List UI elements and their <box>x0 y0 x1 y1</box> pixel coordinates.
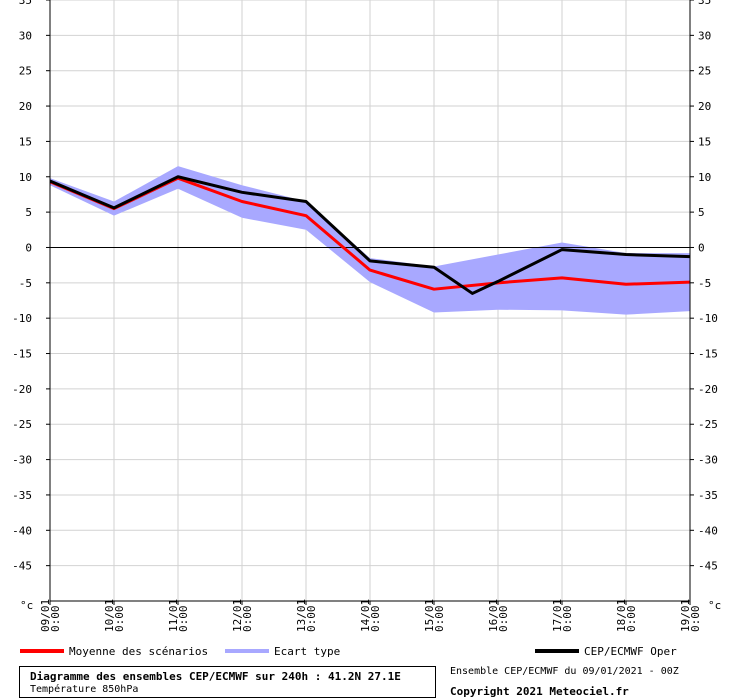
y-tick-label-left: -25 <box>12 418 32 431</box>
std-dev-band <box>50 166 690 315</box>
x-time-label: 0:00 <box>625 606 638 633</box>
legend: Moyenne des scénarios Ecart type CEP/ECMWF… <box>20 645 677 658</box>
y-tick-label-left: 35 <box>19 0 32 7</box>
x-time-label: 0:00 <box>497 606 510 633</box>
ensemble-info: Ensemble CEP/ECMWF du 09/01/2021 - 00Z <box>450 666 679 677</box>
y-unit-label-left: °c <box>20 599 33 612</box>
y-tick-label-right: -35 <box>698 489 718 502</box>
y-tick-label-right: -20 <box>698 383 718 396</box>
x-date-label: 09/01 <box>39 599 52 632</box>
y-tick-label-left: -20 <box>12 383 32 396</box>
y-tick-label-left: 30 <box>19 29 32 42</box>
y-tick-label-right: -15 <box>698 348 718 361</box>
y-tick-label-right: 15 <box>698 135 711 148</box>
y-tick-label-left: 5 <box>25 206 32 219</box>
axes: °c °c <box>20 0 721 612</box>
legend-oper-label: CEP/ECMWF Oper <box>584 645 677 658</box>
y-tick-label-right: -30 <box>698 454 718 467</box>
y-tick-label-right: 5 <box>698 206 705 219</box>
y-tick-label-right: -5 <box>698 277 711 290</box>
y-tick-label-right: -45 <box>698 560 718 573</box>
ecart-type-band <box>50 166 690 315</box>
x-date-label: 15/01 <box>423 599 436 632</box>
y-tick-label-left: 0 <box>25 241 32 254</box>
x-time-label: 0:00 <box>305 606 318 633</box>
y-tick-label-right: 35 <box>698 0 711 7</box>
x-date-label: 10/01 <box>103 599 116 632</box>
x-date-label: 17/01 <box>551 599 564 632</box>
x-time-label: 0:00 <box>241 606 254 633</box>
y-tick-label-left: 20 <box>19 100 32 113</box>
legend-mean-label: Moyenne des scénarios <box>69 645 208 658</box>
y-tick-label-right: 25 <box>698 65 711 78</box>
y-tick-label-left: 10 <box>19 171 32 184</box>
chart-subtitle: Température 850hPa <box>30 684 139 695</box>
y-unit-label-right: °c <box>708 599 721 612</box>
y-tick-label-left: -15 <box>12 348 32 361</box>
y-tick-label-left: 15 <box>19 135 32 148</box>
y-tick-label-right: 30 <box>698 29 711 42</box>
x-date-label: 13/01 <box>295 599 308 632</box>
x-date-label: 11/01 <box>167 599 180 632</box>
x-date-label: 18/01 <box>615 599 628 632</box>
y-tick-label-right: -10 <box>698 312 718 325</box>
oper-line <box>49 175 691 295</box>
y-tick-label-left: -45 <box>12 560 32 573</box>
x-time-label: 0:00 <box>369 606 382 633</box>
y-tick-label-right: -40 <box>698 524 718 537</box>
legend-ecart-type-label: Ecart type <box>274 645 340 658</box>
x-time-label: 0:00 <box>113 606 126 633</box>
chart-title: Diagramme des ensembles CEP/ECMWF sur 24… <box>30 670 401 683</box>
y-tick-label-left: -35 <box>12 489 32 502</box>
y-tick-label-left: 25 <box>19 65 32 78</box>
y-tick-label-left: -30 <box>12 454 32 467</box>
y-tick-label-right: 20 <box>698 100 711 113</box>
x-time-label: 0:00 <box>49 606 62 633</box>
x-time-label: 0:00 <box>561 606 574 633</box>
y-axis-right: 35 30 25 20 15 10 5 0 -5 -10 -15 -20 -25 -30 -35 -40 -45 <box>698 0 718 573</box>
x-time-label: 0:00 <box>689 606 702 633</box>
y-tick-label-left: -5 <box>19 277 32 290</box>
series-lines <box>49 175 691 295</box>
y-tick-label-left: -40 <box>12 524 32 537</box>
x-date-label: 12/01 <box>231 599 244 632</box>
y-tick-label-left: -10 <box>12 312 32 325</box>
y-axis-left: 35 30 25 20 15 10 5 0 -5 -10 -15 -20 -25 -30 -35 -40 -45 <box>12 0 32 573</box>
y-tick-label-right: -25 <box>698 418 718 431</box>
x-date-label: 14/01 <box>359 599 372 632</box>
grid <box>50 0 690 601</box>
y-tick-label-right: 10 <box>698 171 711 184</box>
x-date-label: 19/01 <box>679 599 692 632</box>
x-date-label: 16/01 <box>487 599 500 632</box>
title-box: Diagramme des ensembles CEP/ECMWF sur 24… <box>19 666 436 698</box>
x-time-label: 0:00 <box>433 606 446 633</box>
x-time-label: 0:00 <box>177 606 190 633</box>
x-axis-labels: 09/010:00 10/010:00 11/010:00 12/010:00 13/0… <box>39 599 702 632</box>
y-tick-label-right: 0 <box>698 241 705 254</box>
copyright: Copyright 2021 Meteociel.fr <box>450 685 629 698</box>
